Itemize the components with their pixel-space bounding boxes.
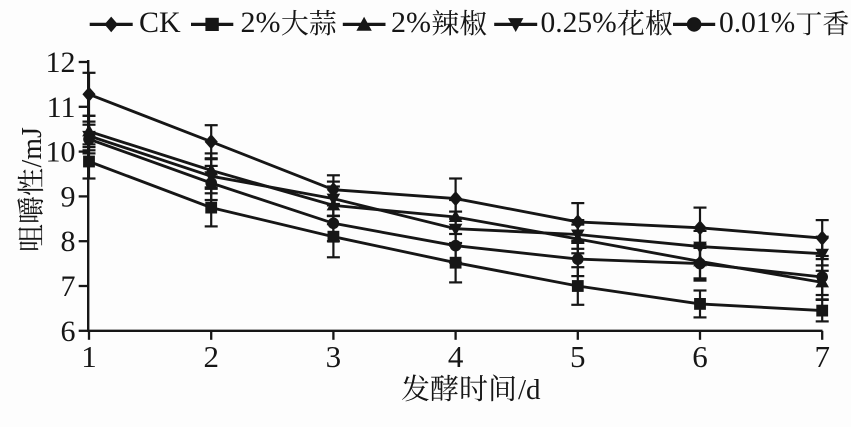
svg-text:6: 6 xyxy=(61,315,76,348)
svg-text:9: 9 xyxy=(61,180,76,213)
svg-text:7: 7 xyxy=(814,339,830,374)
svg-text:CK: CK xyxy=(139,6,181,39)
svg-text:1: 1 xyxy=(81,339,97,374)
svg-text:7: 7 xyxy=(61,270,76,303)
svg-text:10: 10 xyxy=(46,136,76,169)
svg-text:2%: 2% xyxy=(241,6,281,39)
svg-text:5: 5 xyxy=(570,339,586,374)
svg-text:0.25%: 0.25% xyxy=(541,7,617,39)
svg-text:2: 2 xyxy=(203,339,219,374)
svg-text:/d: /d xyxy=(518,374,541,406)
svg-text:/mJ: /mJ xyxy=(17,127,48,168)
svg-text:4: 4 xyxy=(448,339,464,374)
svg-text:3: 3 xyxy=(326,339,342,374)
svg-text:11: 11 xyxy=(47,91,76,124)
svg-text:8: 8 xyxy=(61,225,76,258)
svg-text:12: 12 xyxy=(46,46,76,79)
svg-text:2%: 2% xyxy=(391,6,431,39)
svg-text:6: 6 xyxy=(692,339,708,374)
svg-text:0.01%: 0.01% xyxy=(719,7,795,39)
